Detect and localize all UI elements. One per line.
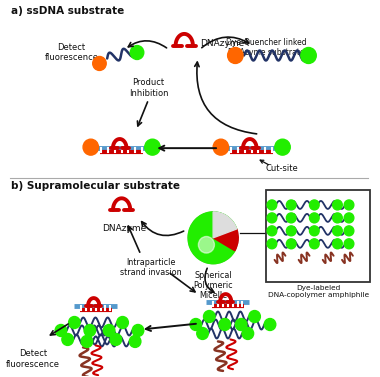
Text: Detect
fluorescence: Detect fluorescence <box>44 43 98 62</box>
Circle shape <box>310 200 319 210</box>
Circle shape <box>213 139 229 155</box>
Circle shape <box>275 139 290 155</box>
Circle shape <box>190 319 202 331</box>
Text: Cut-site: Cut-site <box>265 164 298 173</box>
Text: DNAzyme: DNAzyme <box>200 39 244 48</box>
Circle shape <box>84 325 96 336</box>
Circle shape <box>130 46 144 60</box>
Circle shape <box>145 139 160 155</box>
Circle shape <box>332 239 342 249</box>
Wedge shape <box>188 212 237 264</box>
Circle shape <box>69 317 80 328</box>
Circle shape <box>235 319 247 331</box>
Circle shape <box>198 236 214 253</box>
Circle shape <box>332 226 342 236</box>
Circle shape <box>110 334 122 345</box>
Circle shape <box>344 226 354 236</box>
Circle shape <box>344 200 354 210</box>
Circle shape <box>197 328 208 339</box>
Circle shape <box>129 336 141 348</box>
Circle shape <box>264 319 276 331</box>
Circle shape <box>344 239 354 249</box>
Text: Dye-labeled
DNA-copolymer amphiphile: Dye-labeled DNA-copolymer amphiphile <box>268 285 369 298</box>
Circle shape <box>332 213 342 223</box>
Circle shape <box>287 239 296 249</box>
Circle shape <box>219 319 231 331</box>
Wedge shape <box>213 229 238 251</box>
Text: b) Supramolecular substrate: b) Supramolecular substrate <box>11 181 180 191</box>
Circle shape <box>267 200 277 210</box>
Circle shape <box>287 213 296 223</box>
Circle shape <box>132 325 144 336</box>
Circle shape <box>62 334 73 345</box>
Circle shape <box>344 213 354 223</box>
Circle shape <box>332 200 342 210</box>
Circle shape <box>249 311 260 322</box>
Circle shape <box>228 48 243 63</box>
Circle shape <box>103 325 115 336</box>
Wedge shape <box>213 212 237 238</box>
FancyBboxPatch shape <box>266 190 370 282</box>
Text: a) ssDNA substrate: a) ssDNA substrate <box>11 6 124 16</box>
Text: Spherical
Polymeric
Micelle: Spherical Polymeric Micelle <box>193 271 233 300</box>
Text: Intraparticle
strand invasion: Intraparticle strand invasion <box>120 258 181 277</box>
Circle shape <box>301 48 316 63</box>
Text: Product
Inhibition: Product Inhibition <box>129 78 168 98</box>
Circle shape <box>287 226 296 236</box>
Circle shape <box>93 57 106 70</box>
Circle shape <box>83 139 98 155</box>
Circle shape <box>242 328 253 339</box>
Circle shape <box>310 226 319 236</box>
Circle shape <box>267 226 277 236</box>
Circle shape <box>310 239 319 249</box>
Circle shape <box>204 311 215 322</box>
Circle shape <box>81 336 93 348</box>
Circle shape <box>267 239 277 249</box>
Text: Detect
fluorescence: Detect fluorescence <box>6 349 60 369</box>
Circle shape <box>55 325 67 336</box>
Circle shape <box>287 200 296 210</box>
Text: Dye-Quencher linked
DNAzyme substrate: Dye-Quencher linked DNAzyme substrate <box>226 38 306 57</box>
Circle shape <box>188 212 238 264</box>
Circle shape <box>310 213 319 223</box>
Circle shape <box>117 317 128 328</box>
Text: DNAzyme: DNAzyme <box>102 224 147 233</box>
Circle shape <box>267 213 277 223</box>
